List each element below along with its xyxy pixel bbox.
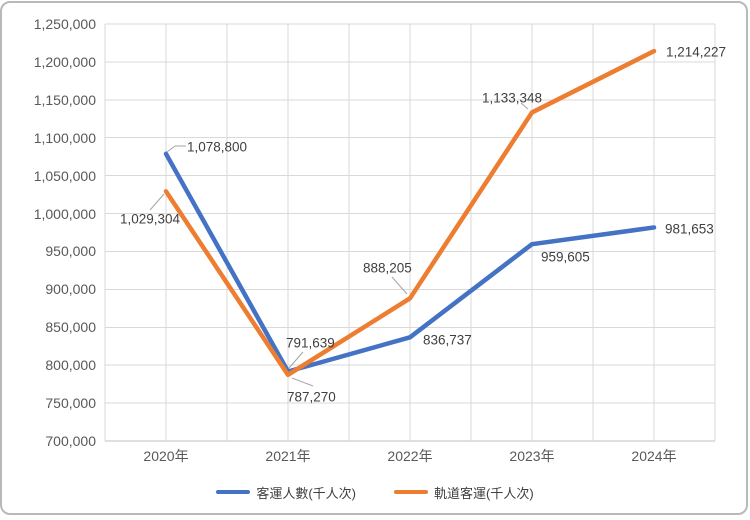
legend-label-rail-transit: 軌道客運(千人次) [434, 485, 534, 501]
data-label-series0-2023年: 959,605 [541, 249, 590, 265]
legend: 客運人數(千人次) 軌道客運(千人次) [0, 482, 750, 502]
y-tick-label: 700,000 [45, 433, 96, 449]
series-line-1[interactable] [163, 48, 657, 378]
data-label-leader-line [166, 145, 186, 153]
legend-swatch-orange-line-icon [394, 489, 428, 495]
x-category-label: 2024年 [631, 448, 677, 464]
data-label-leader-line [520, 102, 529, 110]
x-category-label: 2023年 [509, 448, 555, 464]
legend-item-passenger-count[interactable]: 客運人數(千人次) [216, 483, 356, 502]
y-tick-label: 800,000 [45, 357, 96, 374]
data-label-series0-2022年: 836,737 [423, 332, 472, 348]
data-label-series0-2024年: 981,653 [665, 221, 714, 237]
data-label-series1-2024年: 1,214,227 [666, 44, 727, 60]
y-tick-label: 900,000 [45, 281, 96, 298]
y-tick-label: 1,100,000 [33, 129, 96, 146]
legend-item-rail-transit[interactable]: 軌道客運(千人次) [394, 483, 534, 502]
y-tick-label: 1,250,000 [33, 16, 96, 32]
y-tick-label: 1,000,000 [33, 205, 96, 222]
data-label-series1-2021年: 787,270 [287, 389, 336, 405]
x-category-label: 2021年 [265, 448, 311, 464]
y-tick-label: 1,150,000 [33, 91, 96, 108]
y-tick-label: 750,000 [45, 395, 96, 412]
y-tick-label: 1,050,000 [33, 167, 96, 184]
data-label-leader-line [291, 377, 314, 387]
legend-swatch-blue-line-icon [216, 489, 251, 495]
data-label-series1-2023年: 1,133,348 [482, 90, 543, 106]
data-label-series1-2022年: 888,205 [363, 260, 412, 276]
data-label-series0-2020年: 1,078,800 [187, 139, 248, 155]
data-label-series1-2020年: 1,029,304 [120, 211, 181, 227]
series-line-0[interactable] [163, 151, 657, 374]
y-tick-label: 950,000 [45, 243, 96, 260]
x-category-label: 2020年 [143, 448, 189, 464]
data-label-leader-line [391, 276, 408, 295]
x-category-label: 2022年 [387, 448, 433, 464]
data-label-leader-line [149, 193, 165, 211]
data-label-leader-line [288, 351, 304, 369]
legend-label-passenger-count: 客運人數(千人次) [256, 485, 356, 501]
data-label-series0-2021年: 791,639 [286, 335, 335, 351]
y-tick-label: 850,000 [45, 319, 96, 336]
y-tick-label: 1,200,000 [33, 53, 96, 70]
